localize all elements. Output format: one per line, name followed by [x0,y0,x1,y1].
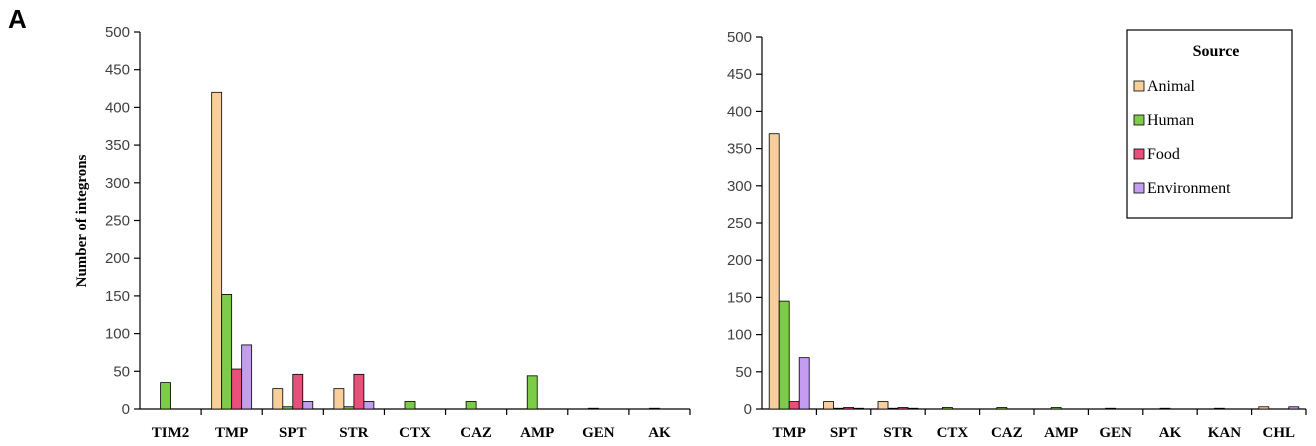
bar-right-spt-human [833,407,844,410]
bar-left-str-environment [363,401,375,410]
y-tick-label-right: 50 [735,364,752,381]
panel-label: A [8,4,27,34]
x-tick-label-right-ak: AK [1159,425,1182,441]
bar-right-str-animal [877,401,889,410]
y-tick-label-left: 150 [105,288,130,305]
legend: Source Animal Human Food Environment [1126,29,1293,219]
legend-swatch-food [1133,148,1145,160]
x-tick-label-right-ctx: CTX [937,425,969,441]
bar-right-spt-animal [823,401,834,410]
y-tick-label-right: 200 [727,252,752,269]
bar-right-caz-human [996,407,1008,410]
bar-left-tmp-environment [241,344,253,410]
y-tick-label-left: 200 [105,250,130,267]
bar-right-chl-animal [1258,406,1270,410]
bar-left-ak-human [649,407,660,410]
bar-right-str-food [897,407,909,410]
y-tick-label-right: 450 [727,66,752,83]
x-tick-label-right-amp: AMP [1044,425,1078,441]
bar-left-str-human [343,406,355,410]
x-tick-label-right-caz: CAZ [991,425,1023,441]
y-tick-label-right: 100 [727,327,752,344]
bar-left-spt-animal [272,388,284,410]
bar-right-ctx-human [942,407,953,410]
x-tick-label-right-kan: KAN [1208,425,1242,441]
bar-left-spt-human [282,406,294,410]
legend-title: Source [1193,43,1240,60]
bar-right-str-human [887,407,899,410]
bar-left-str-animal [333,388,345,410]
x-tick-label-left-str: STR [339,425,368,441]
bar-right-chl-environment [1288,406,1300,410]
chart-left: 0 50 100 150 200 250 300 350 400 450 500 TIM2 TMP SPT… [105,24,691,441]
chart-right: 0 50 100 150 200 250 300 350 400 450 500 TMP SPT STR C… [727,29,1307,441]
bar-left-ctx-human [404,401,416,410]
bar-right-amp-human [1050,407,1062,410]
x-tick-label-left-tmp: TMP [215,425,248,441]
legend-swatch-environment [1133,182,1145,194]
bar-right-ak-human [1159,407,1171,410]
bar-left-tmp-human [221,293,233,410]
y-tick-label-left: 350 [105,137,130,154]
bar-right-gen-human [1105,407,1116,410]
bar-left-caz-human [465,401,477,410]
legend-label-environment: Environment [1147,180,1231,197]
x-tick-label-left-ak: AK [648,425,671,441]
bar-right-tmp-animal [768,133,780,410]
y-tick-label-left: 250 [105,213,130,230]
bar-left-tmp-animal [211,91,223,410]
y-tick-label-left: 500 [105,24,130,41]
legend-label-animal: Animal [1147,78,1196,95]
y-tick-label-left: 0 [122,401,130,418]
bar-left-str-food [353,373,365,410]
x-tick-label-right-str: STR [883,425,912,441]
x-tick-label-left-ctx: CTX [399,425,431,441]
bar-right-str-environment [907,407,919,410]
bar-left-tmp-food [231,368,243,410]
y-tick-label-right: 150 [727,289,752,306]
bar-right-spt-environment [853,407,864,410]
legend-swatch-animal [1133,80,1145,92]
y-tick-label-right: 400 [727,103,752,120]
y-tick-label-right: 250 [727,215,752,232]
x-tick-label-right-tmp: TMP [773,425,806,441]
y-tick-label-right: 0 [744,401,752,418]
legend-swatch-human [1133,114,1145,126]
y-tick-label-left: 400 [105,99,130,116]
x-tick-label-right-spt: SPT [830,425,858,441]
y-tick-label-left: 450 [105,62,130,79]
legend-box [1126,29,1293,219]
bar-left-spt-environment [302,401,314,410]
y-tick-label-right: 350 [727,141,752,158]
x-tick-label-left-gen: GEN [582,425,615,441]
y-tick-label-left: 100 [105,326,130,343]
bar-left-amp-human [526,375,538,410]
bar-right-kan-human [1214,407,1225,410]
y-tick-label-left: 50 [113,363,130,380]
x-tick-label-right-chl: CHL [1263,425,1296,441]
bar-right-tmp-human [778,300,790,410]
y-tick-label-right: 300 [727,178,752,195]
bar-right-tmp-environment [798,357,810,410]
y-tick-label-left: 300 [105,175,130,192]
x-tick-label-left-spt: SPT [279,425,307,441]
y-tick-label-right: 500 [727,29,752,46]
x-tick-label-right-gen: GEN [1099,425,1132,441]
x-tick-label-left-tim2: TIM2 [152,425,190,441]
legend-label-food: Food [1147,146,1180,163]
x-tick-label-left-caz: CAZ [460,425,492,441]
x-tick-label-left-amp: AMP [520,425,554,441]
bar-left-gen-human [587,407,599,410]
y-axis-label-left: Number of integrons [74,154,90,287]
bar-left-spt-food [292,373,304,410]
bar-right-tmp-food [788,401,800,410]
bar-right-spt-food [843,407,854,410]
bar-left-tim2-human [160,382,171,410]
legend-label-human: Human [1147,112,1194,129]
